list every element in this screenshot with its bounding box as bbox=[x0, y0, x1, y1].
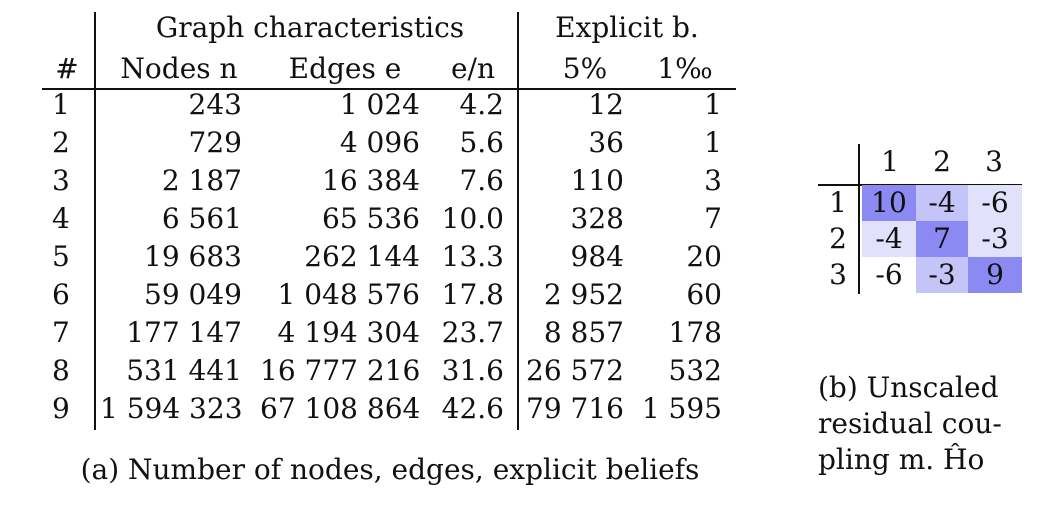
cell-pct5: 984 bbox=[570, 240, 624, 273]
table-a-header-rule bbox=[42, 88, 736, 90]
table-a-vrule-left bbox=[94, 12, 96, 430]
col-header-permille: 1‰ bbox=[657, 52, 713, 85]
table-row: 1 243 1 024 4.2 12 1 bbox=[0, 87, 740, 123]
matrix-cell: -6 bbox=[968, 185, 1022, 221]
matrix-cell: -3 bbox=[916, 257, 968, 293]
cell-ratio: 5.6 bbox=[459, 126, 504, 159]
matrix-col-label: 3 bbox=[985, 145, 1003, 178]
cell-pct5: 8 857 bbox=[543, 316, 624, 349]
col-header-index: # bbox=[55, 52, 79, 85]
cell-edges: 1 048 576 bbox=[277, 278, 420, 311]
caption-a: (a) Number of nodes, edges, explicit bel… bbox=[80, 453, 700, 486]
cell-permille: 7 bbox=[704, 202, 722, 235]
matrix-cell: -6 bbox=[862, 257, 916, 293]
cell-permille: 20 bbox=[686, 240, 722, 273]
cell-nodes: 2 187 bbox=[161, 164, 242, 197]
col-header-ratio: e/n bbox=[450, 52, 496, 85]
cell-ratio: 4.2 bbox=[459, 88, 504, 121]
matrix-col-label: 2 bbox=[933, 145, 951, 178]
cell-nodes: 729 bbox=[188, 126, 242, 159]
cell-nodes: 243 bbox=[188, 88, 242, 121]
cell-permille: 178 bbox=[668, 316, 722, 349]
table-row: 5 19 683 262 144 13.3 984 20 bbox=[0, 239, 740, 275]
caption-b-line-1: (b) Unscaled bbox=[818, 371, 999, 404]
cell-pct5: 328 bbox=[570, 202, 624, 235]
cell-edges: 262 144 bbox=[304, 240, 420, 273]
table-a-vrule-mid bbox=[517, 12, 519, 430]
table-row: 4 6 561 65 536 10.0 328 7 bbox=[0, 201, 740, 237]
cell-nodes: 1 594 323 bbox=[100, 392, 243, 425]
cell-nodes: 531 441 bbox=[126, 354, 242, 387]
matrix-row-label: 3 bbox=[829, 258, 847, 291]
table-row: 2 729 4 096 5.6 36 1 bbox=[0, 125, 740, 161]
cell-ratio: 42.6 bbox=[441, 392, 504, 425]
cell-edges: 16 384 bbox=[322, 164, 420, 197]
cell-edges: 67 108 864 bbox=[260, 392, 421, 425]
cell-ratio: 7.6 bbox=[459, 164, 504, 197]
matrix-cell: -4 bbox=[862, 221, 916, 257]
matrix-vrule bbox=[858, 144, 860, 294]
cell-index: 1 bbox=[52, 88, 70, 121]
table-row: 8 531 441 16 777 216 31.6 26 572 532 bbox=[0, 353, 740, 389]
cell-ratio: 10.0 bbox=[441, 202, 504, 235]
cell-ratio: 31.6 bbox=[441, 354, 504, 387]
cell-edges: 65 536 bbox=[322, 202, 420, 235]
cell-permille: 3 bbox=[704, 164, 722, 197]
matrix-row-label: 2 bbox=[829, 222, 847, 255]
col-header-edges: Edges e bbox=[288, 52, 402, 85]
cell-permille: 1 bbox=[704, 88, 722, 121]
table-row: 7 177 147 4 194 304 23.7 8 857 178 bbox=[0, 315, 740, 351]
cell-pct5: 26 572 bbox=[526, 354, 624, 387]
caption-b-line-3: pling m. Ĥo bbox=[818, 443, 985, 476]
cell-index: 4 bbox=[52, 202, 70, 235]
matrix-col-label: 1 bbox=[881, 145, 899, 178]
matrix-cell: 9 bbox=[968, 257, 1022, 293]
cell-edges: 4 096 bbox=[339, 126, 420, 159]
matrix-row-label: 1 bbox=[829, 186, 847, 219]
cell-edges: 4 194 304 bbox=[277, 316, 420, 349]
caption-b-line-2: residual cou- bbox=[818, 407, 1002, 440]
matrix-cell: 10 bbox=[862, 185, 916, 221]
cell-index: 3 bbox=[52, 164, 70, 197]
cell-index: 5 bbox=[52, 240, 70, 273]
cell-nodes: 19 683 bbox=[144, 240, 242, 273]
cell-pct5: 79 716 bbox=[526, 392, 624, 425]
cell-pct5: 2 952 bbox=[543, 278, 624, 311]
cell-pct5: 110 bbox=[570, 164, 624, 197]
cell-edges: 1 024 bbox=[339, 88, 420, 121]
table-row: 6 59 049 1 048 576 17.8 2 952 60 bbox=[0, 277, 740, 313]
cell-pct5: 36 bbox=[588, 126, 624, 159]
cell-index: 9 bbox=[52, 392, 70, 425]
cell-permille: 532 bbox=[668, 354, 722, 387]
table-row: 9 1 594 323 67 108 864 42.6 79 716 1 595 bbox=[0, 391, 740, 427]
cell-edges: 16 777 216 bbox=[260, 354, 421, 387]
col-header-pct5: 5% bbox=[562, 52, 608, 85]
cell-permille: 1 595 bbox=[641, 392, 722, 425]
matrix-cell: 7 bbox=[916, 221, 968, 257]
cell-index: 8 bbox=[52, 354, 70, 387]
cell-permille: 1 bbox=[704, 126, 722, 159]
group-header-explicit: Explicit b. bbox=[555, 11, 699, 44]
cell-nodes: 177 147 bbox=[126, 316, 242, 349]
col-header-nodes: Nodes n bbox=[120, 52, 238, 85]
cell-index: 6 bbox=[52, 278, 70, 311]
matrix-header-rule bbox=[818, 184, 1022, 186]
cell-index: 7 bbox=[52, 316, 70, 349]
cell-nodes: 6 561 bbox=[161, 202, 242, 235]
cell-index: 2 bbox=[52, 126, 70, 159]
cell-pct5: 12 bbox=[588, 88, 624, 121]
table-row: 3 2 187 16 384 7.6 110 3 bbox=[0, 163, 740, 199]
group-header-graph: Graph characteristics bbox=[155, 11, 465, 44]
cell-ratio: 23.7 bbox=[441, 316, 504, 349]
cell-ratio: 13.3 bbox=[441, 240, 504, 273]
cell-nodes: 59 049 bbox=[144, 278, 242, 311]
cell-permille: 60 bbox=[686, 278, 722, 311]
matrix-cell: -3 bbox=[968, 221, 1022, 257]
cell-ratio: 17.8 bbox=[441, 278, 504, 311]
matrix-cell: -4 bbox=[916, 185, 968, 221]
